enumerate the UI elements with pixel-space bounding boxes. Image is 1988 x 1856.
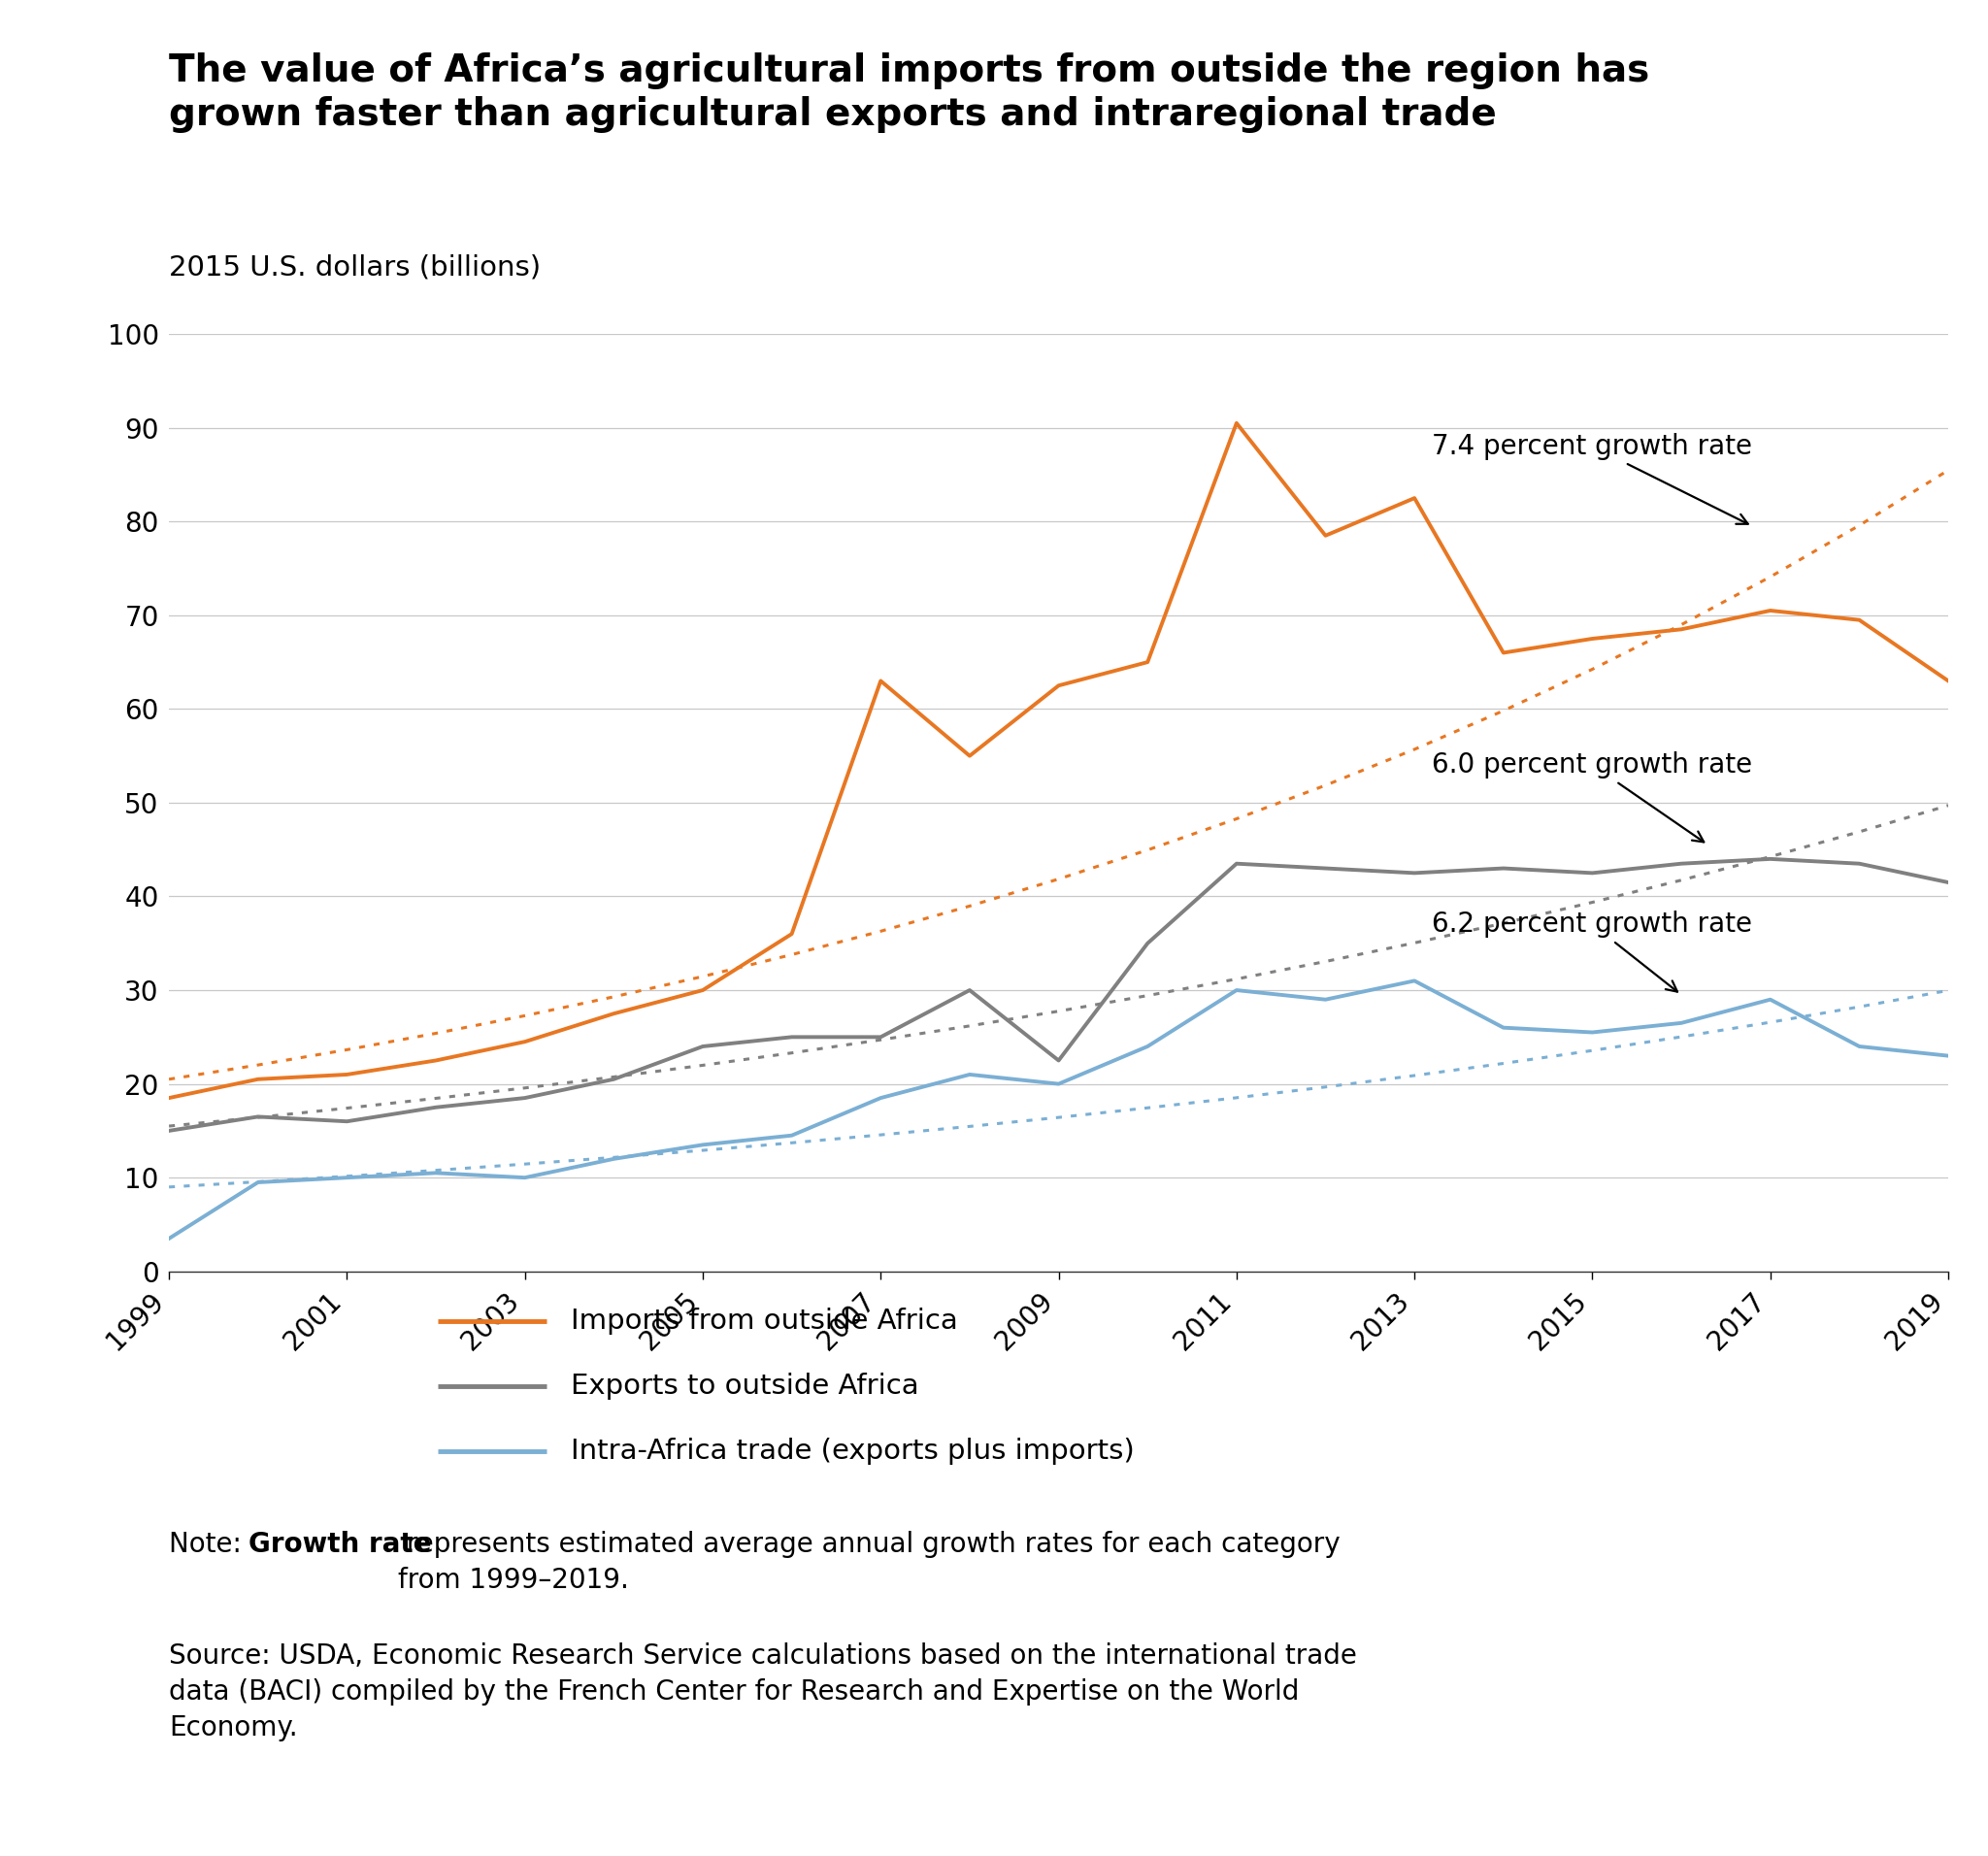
Text: Imports from outside Africa: Imports from outside Africa bbox=[571, 1308, 958, 1334]
Text: 6.0 percent growth rate: 6.0 percent growth rate bbox=[1431, 752, 1753, 843]
Text: Exports to outside Africa: Exports to outside Africa bbox=[571, 1373, 918, 1399]
Text: Growth rate: Growth rate bbox=[248, 1531, 431, 1559]
Text: 7.4 percent growth rate: 7.4 percent growth rate bbox=[1431, 432, 1753, 523]
Text: 2015 U.S. dollars (billions): 2015 U.S. dollars (billions) bbox=[169, 254, 541, 282]
Text: The value of Africa’s agricultural imports from outside the region has
grown fas: The value of Africa’s agricultural impor… bbox=[169, 52, 1650, 134]
Text: Intra-Africa trade (exports plus imports): Intra-Africa trade (exports plus imports… bbox=[571, 1438, 1135, 1464]
Text: Note:: Note: bbox=[169, 1531, 250, 1559]
Text: Source: USDA, Economic Research Service calculations based on the international : Source: USDA, Economic Research Service … bbox=[169, 1643, 1358, 1741]
Text: 6.2 percent growth rate: 6.2 percent growth rate bbox=[1431, 911, 1753, 991]
Text: represents estimated average annual growth rates for each category
from 1999–201: represents estimated average annual grow… bbox=[398, 1531, 1340, 1594]
